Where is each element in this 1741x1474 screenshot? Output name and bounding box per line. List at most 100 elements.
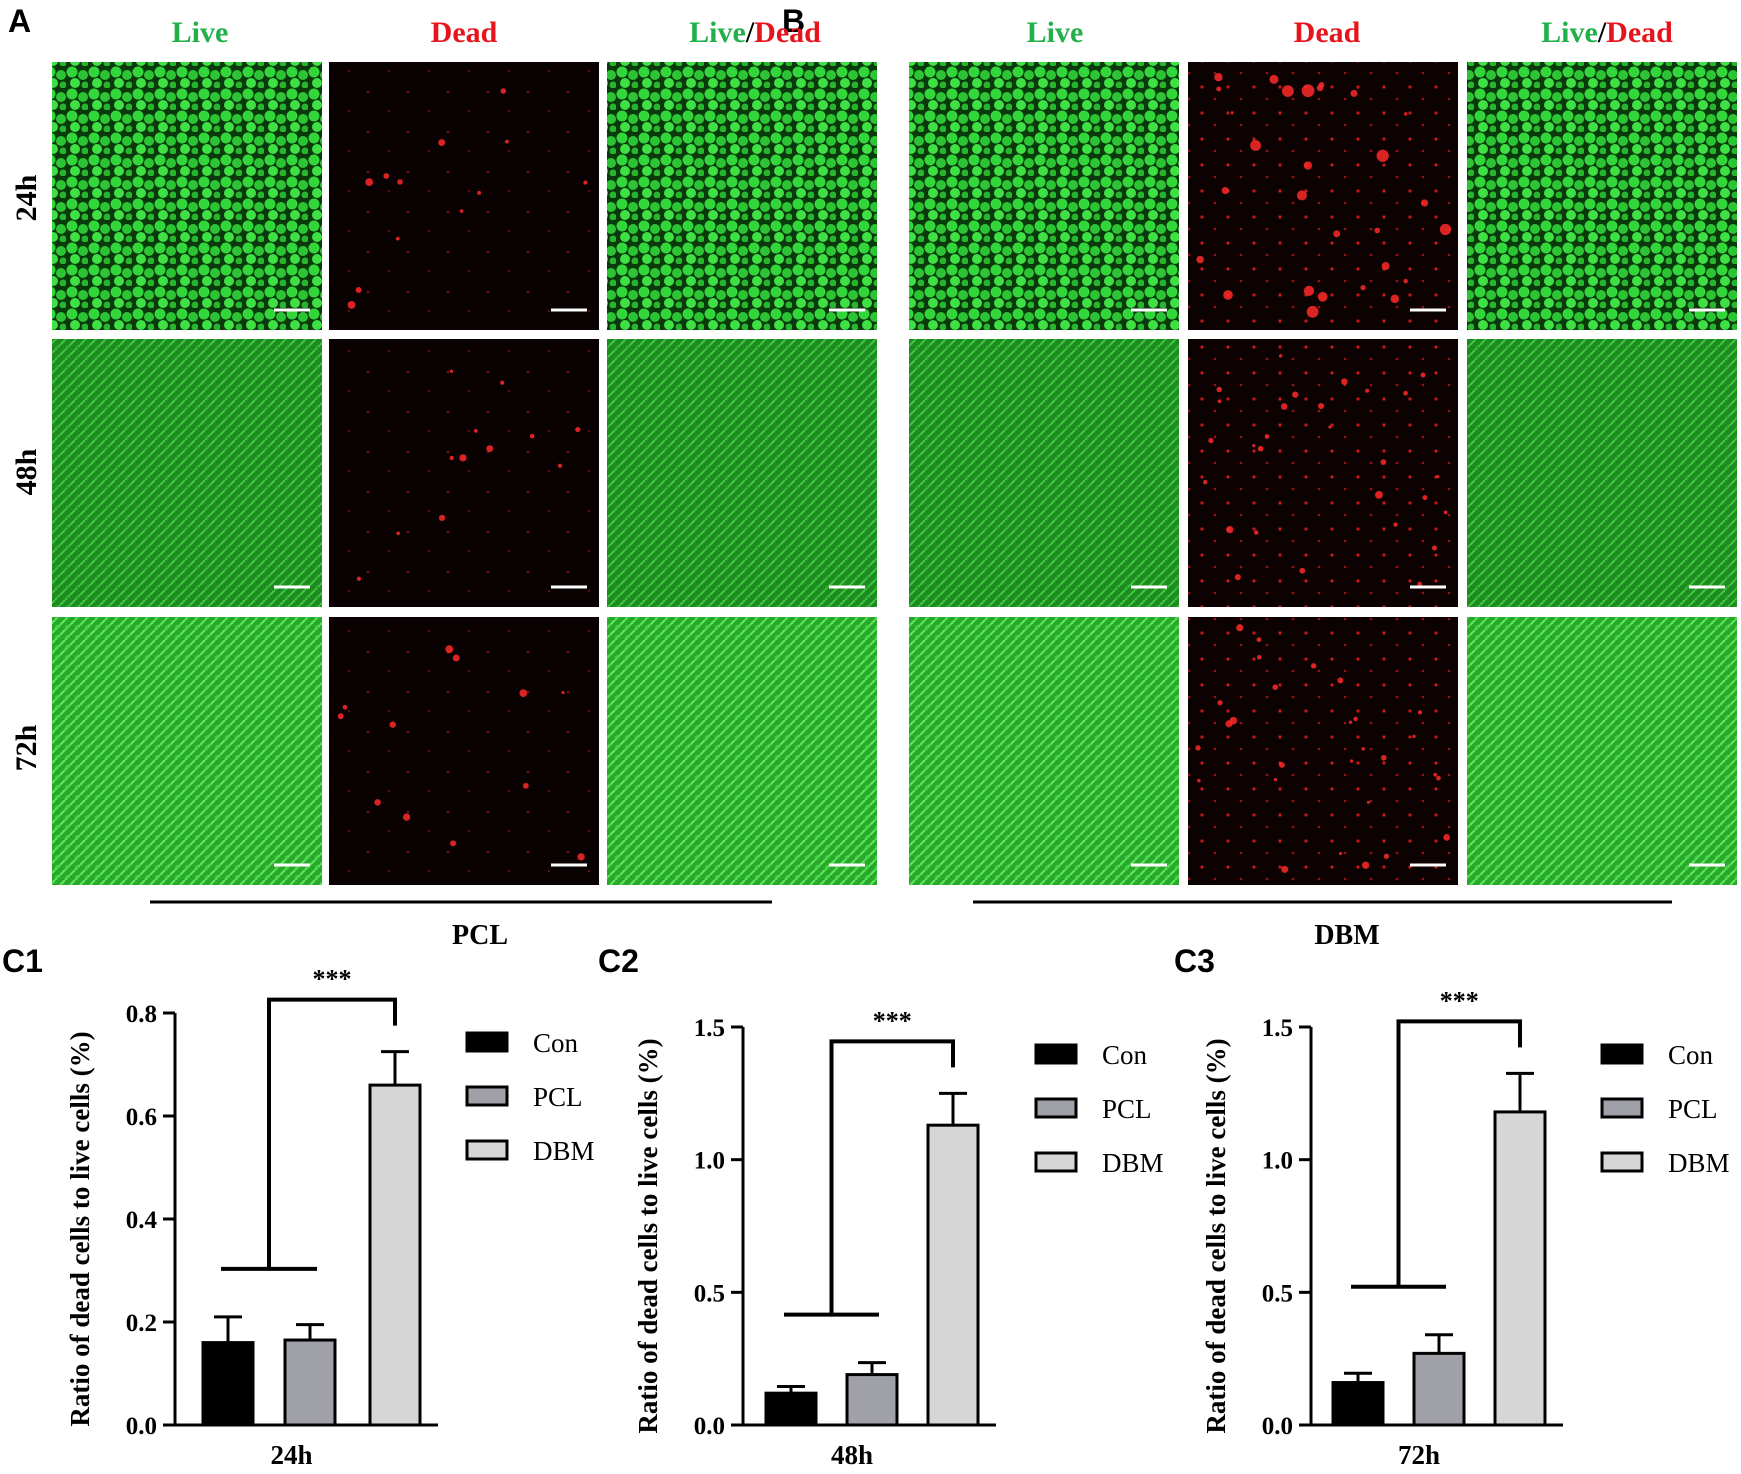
bar-pcl	[283, 1338, 337, 1427]
bar-chart-c2: 0.0 0.5 1.0 1.5 Ratio of dead cells to live …	[633, 1006, 1164, 1470]
dead-cell-spot	[1366, 800, 1370, 804]
dead-cell-spot	[1197, 778, 1201, 783]
dead-cell-spot	[396, 531, 401, 536]
micrograph-dbm-72h-dead	[1188, 617, 1458, 885]
dead-cell-spot	[1361, 861, 1370, 869]
dead-cell-spot	[522, 782, 529, 789]
micrograph-grid	[52, 62, 1737, 885]
micrograph-column-headers: Live Dead Live/Dead Live Dead Live/Dead	[172, 16, 1673, 49]
bar-chart-c1: 0.0 0.2 0.4 0.6 0.8 Ratio of dead cells to li…	[65, 965, 595, 1470]
dead-cell-spot	[1278, 354, 1283, 358]
dead-cell-spot	[1317, 291, 1328, 302]
dead-cell-spot	[389, 721, 397, 728]
micrograph-pcl-48h-dead	[329, 339, 599, 607]
dead-cell-spot	[1264, 434, 1270, 439]
dead-cell-spot	[1338, 852, 1343, 856]
legend-swatch-dbm	[1600, 1151, 1644, 1173]
legend-label-dbm: DBM	[533, 1136, 595, 1166]
dead-cell-spot	[1341, 378, 1348, 385]
micrograph-dbm-72h-live	[909, 617, 1179, 885]
dead-cell-spot	[1393, 522, 1398, 527]
x-axis-label: 72h	[1398, 1440, 1440, 1470]
dead-cell-spot	[1292, 391, 1299, 398]
panel-label-c3: C3	[1174, 943, 1215, 979]
bar-dbm	[1493, 1110, 1547, 1427]
micrograph-dbm-24h-merge	[1467, 62, 1737, 330]
column-header-live-dead: Live/Dead	[1541, 16, 1673, 49]
micrograph-row-labels: 24h 48h 72h	[10, 174, 43, 771]
dead-cell-spot	[438, 139, 446, 146]
dead-cell-spot	[1250, 139, 1262, 151]
micrograph-pcl-72h-dead	[329, 617, 599, 885]
dead-cell-spot	[1196, 255, 1204, 264]
dead-cell-spot	[1420, 372, 1426, 378]
significance-bracket	[1396, 1019, 1522, 1287]
dead-cell-spot	[1272, 684, 1279, 690]
dead-cell-spot	[1281, 865, 1289, 873]
micrograph-pcl-72h-live	[52, 617, 322, 885]
bar-con	[1331, 1381, 1385, 1427]
dead-cell-spot	[1333, 230, 1341, 238]
micrograph-pcl-48h-live	[52, 339, 322, 607]
dead-cell-spot	[1328, 425, 1332, 429]
dead-cell-spot	[449, 369, 454, 373]
dead-cell-spot	[1299, 567, 1306, 574]
legend-swatch-pcl	[465, 1085, 509, 1107]
dead-cell-spot	[438, 514, 446, 521]
dead-cell-spot	[1443, 510, 1448, 515]
micrograph-pcl-24h-merge	[607, 62, 877, 330]
dead-cell-spot	[1380, 459, 1387, 466]
dead-cell-spot	[1214, 73, 1223, 82]
significance-bracket	[267, 997, 397, 1269]
y-tick-label: 1.0	[694, 1148, 725, 1175]
dead-cell-spot	[1278, 762, 1285, 768]
micrograph-dbm-72h-merge	[1467, 617, 1737, 885]
dead-cell-spot	[1383, 853, 1390, 859]
dead-cell-spot	[1374, 227, 1381, 234]
dead-cell-spot	[1269, 74, 1279, 84]
column-header-live: Live	[172, 16, 229, 49]
dead-cell-spot	[1348, 720, 1353, 725]
micrograph-dbm-48h-live	[909, 339, 1179, 607]
legend-label-pcl: PCL	[1668, 1094, 1718, 1124]
dead-cell-spot	[486, 445, 494, 453]
dead-cell-spot	[355, 286, 362, 293]
dead-cell-spot	[452, 654, 460, 662]
y-tick-label: 1.5	[694, 1015, 725, 1042]
dead-cell-spot	[1257, 654, 1262, 660]
dead-cell-spot	[365, 178, 374, 187]
micrograph-pcl-24h-dead	[329, 62, 599, 330]
dead-cell-spot	[395, 236, 400, 241]
dead-cell-spot	[500, 380, 505, 385]
dead-cell-spot	[347, 300, 356, 309]
y-tick-label: 0.5	[694, 1280, 725, 1307]
column-header-live: Live	[1027, 16, 1084, 49]
group-label-dbm: DBM	[1314, 920, 1379, 951]
dead-cell-spot	[337, 713, 344, 720]
dead-cell-spot	[1226, 526, 1234, 534]
y-tick-label: 0.2	[126, 1310, 157, 1337]
y-axis-label: Ratio of dead cells to live cells (%)	[633, 1038, 663, 1433]
dead-cell-spot	[1296, 190, 1307, 201]
dead-cell-spot	[1375, 490, 1383, 499]
dead-cell-spot	[1236, 624, 1244, 632]
x-axis-label: 48h	[831, 1440, 873, 1470]
dead-cell-spot	[402, 813, 411, 821]
dead-cell-spot	[459, 209, 464, 213]
dead-cell-spot	[1443, 834, 1451, 841]
y-tick-label: 0.5	[1262, 1280, 1293, 1307]
y-tick-label: 0.0	[1262, 1413, 1293, 1440]
legend-label-dbm: DBM	[1102, 1148, 1164, 1178]
dead-cell-spot	[1381, 262, 1390, 271]
dead-cell-spot	[356, 576, 362, 581]
y-axis-label: Ratio of dead cells to live cells (%)	[1201, 1038, 1231, 1433]
dead-cell-spot	[1403, 390, 1408, 396]
dead-cell-spot	[1217, 399, 1222, 404]
y-tick-label: 1.0	[1262, 1148, 1293, 1175]
dead-cell-spot	[557, 463, 563, 468]
dead-cell-spot	[374, 799, 381, 806]
dead-cell-spot	[477, 190, 482, 195]
dead-cell-spot	[1316, 84, 1324, 92]
dead-cell-spot	[1412, 734, 1416, 739]
dead-cell-spot	[1439, 223, 1452, 236]
